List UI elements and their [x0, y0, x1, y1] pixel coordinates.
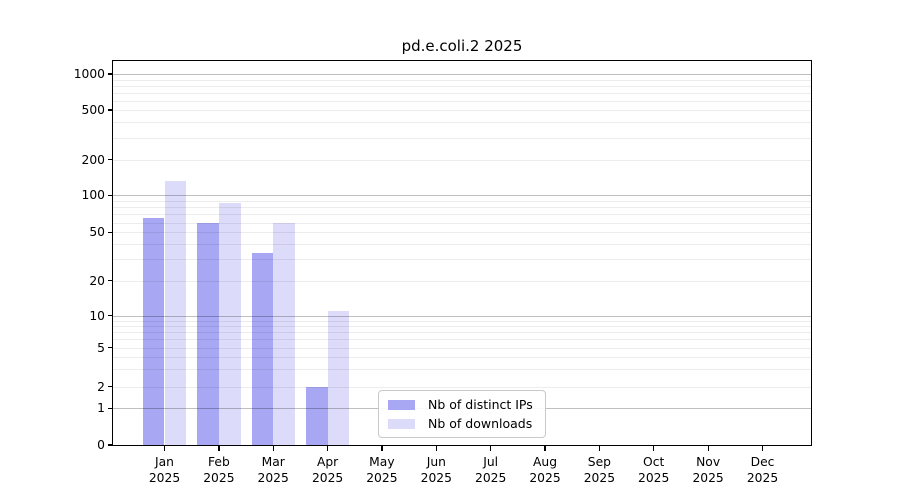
minor-gridline: [113, 85, 811, 87]
x-tick-label: Aug 2025: [529, 455, 561, 485]
x-tick-label: Sep 2025: [583, 455, 616, 485]
legend-item-downloads: Nb of downloads: [388, 416, 536, 431]
legend-label-distinct-ips: Nb of distinct IPs: [428, 397, 533, 412]
minor-gridline: [113, 259, 811, 261]
minor-gridline: [113, 386, 811, 388]
legend-item-distinct-ips: Nb of distinct IPs: [388, 397, 536, 412]
minor-gridline: [113, 137, 811, 139]
minor-gridline: [113, 122, 811, 124]
minor-gridline: [113, 347, 811, 349]
minor-gridline: [113, 244, 811, 245]
y-tick-mark: [107, 347, 112, 349]
x-tick-mark: [381, 446, 383, 451]
y-tick-label: 2: [97, 379, 105, 394]
x-tick-mark: [327, 446, 329, 451]
x-tick-mark: [490, 446, 492, 451]
legend: Nb of distinct IPs Nb of downloads: [378, 390, 546, 438]
bar-downloads: [218, 203, 241, 445]
y-tick-mark: [107, 109, 112, 111]
legend-swatch-distinct-ips: [388, 399, 415, 410]
minor-gridline: [113, 232, 811, 234]
y-tick-label: 1: [97, 401, 105, 416]
y-tick-mark: [107, 407, 112, 409]
y-tick-label: 20: [89, 273, 105, 288]
minor-gridline: [113, 79, 811, 81]
y-tick-mark: [107, 279, 112, 282]
y-tick-label: 5: [97, 340, 105, 355]
minor-gridline: [113, 110, 811, 111]
minor-gridline: [113, 200, 811, 202]
x-tick-mark: [435, 446, 437, 451]
bar-distinct-ips: [197, 222, 219, 445]
y-tick-label: 1000: [73, 67, 105, 81]
x-tick-mark: [653, 446, 655, 451]
y-tick-label: 0: [97, 438, 105, 452]
x-tick-mark: [707, 446, 709, 451]
y-tick-mark: [107, 315, 112, 317]
y-tick-mark: [107, 444, 112, 446]
bar-downloads: [327, 310, 350, 445]
x-tick-label: Jun 2025: [420, 455, 452, 485]
chart-title: pd.e.coli.2 2025: [401, 37, 523, 55]
y-tick-label: 500: [81, 103, 105, 117]
y-tick-label: 100: [81, 188, 105, 203]
plot-spine-right: [811, 59, 813, 447]
x-axis-line: [112, 445, 812, 447]
minor-gridline: [113, 326, 811, 327]
minor-gridline: [113, 214, 811, 216]
legend-label-downloads: Nb of downloads: [428, 416, 533, 431]
x-tick-label: May 2025: [366, 455, 398, 485]
x-tick-mark: [272, 446, 274, 451]
bar-downloads: [164, 180, 187, 445]
bar-distinct-ips: [142, 217, 165, 445]
x-tick-label: Dec 2025: [746, 455, 779, 485]
minor-gridline: [113, 222, 811, 224]
x-tick-mark: [218, 446, 220, 451]
x-tick-label: Feb 2025: [203, 455, 235, 485]
bar-distinct-ips: [251, 252, 274, 445]
bar-downloads: [273, 222, 295, 445]
y-tick-mark: [107, 194, 112, 196]
minor-gridline: [113, 332, 811, 334]
x-tick-label: Mar 2025: [257, 455, 289, 485]
x-tick-label: Jul 2025: [475, 455, 507, 485]
minor-gridline: [113, 320, 811, 322]
y-tick-mark: [107, 73, 112, 75]
plot-area: 0 1 2 5 10 20 50 100 200 500 1000 Jan 2025 Feb 2025 Mar…: [74, 59, 813, 485]
major-gridline: [113, 195, 811, 197]
bar-distinct-ips: [305, 386, 328, 445]
x-tick-mark: [761, 446, 764, 451]
minor-gridline: [113, 369, 811, 371]
y-tick-label: 200: [81, 152, 105, 167]
x-tick-mark: [544, 446, 546, 451]
minor-gridline: [113, 280, 811, 282]
y-axis-line: [111, 59, 113, 447]
minor-gridline: [113, 159, 811, 161]
x-tick-label: Apr 2025: [311, 455, 344, 485]
legend-swatch-downloads: [388, 418, 415, 429]
x-tick-label: Nov 2025: [692, 455, 724, 485]
y-tick-mark: [107, 231, 112, 233]
y-tick-label: 50: [89, 225, 105, 240]
y-tick-label: 10: [89, 308, 105, 323]
x-tick-mark: [598, 446, 601, 451]
x-tick-label: Oct 2025: [638, 455, 670, 485]
minor-gridline: [113, 207, 811, 209]
minor-gridline: [113, 357, 811, 359]
y-tick-mark: [107, 386, 112, 388]
major-gridline: [113, 74, 811, 75]
minor-gridline: [113, 100, 811, 102]
x-tick-label: Jan 2025: [148, 455, 181, 485]
x-tick-mark: [163, 446, 166, 451]
major-gridline: [113, 315, 811, 317]
minor-gridline: [113, 339, 811, 341]
minor-gridline: [113, 92, 811, 94]
plot-spine-top: [112, 59, 812, 61]
y-tick-mark: [107, 159, 112, 161]
